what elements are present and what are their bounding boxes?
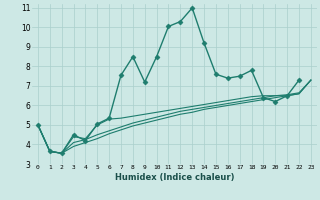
X-axis label: Humidex (Indice chaleur): Humidex (Indice chaleur) [115, 173, 234, 182]
